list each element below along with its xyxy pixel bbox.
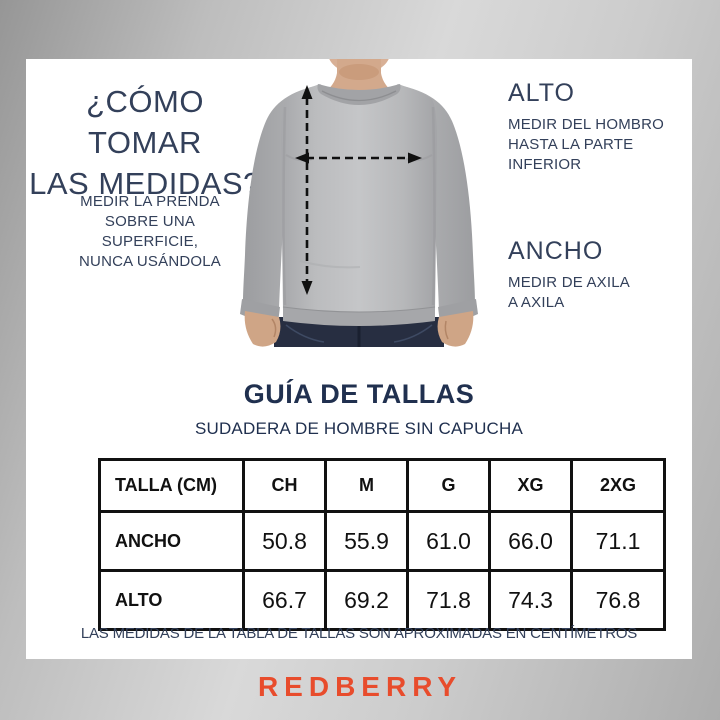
col-header-m: M [324, 458, 409, 513]
width-measure-arrow [295, 152, 422, 164]
row-label-alto: ALTO [98, 569, 245, 631]
col-header-2xg: 2XG [570, 458, 666, 513]
size-guide-title: GUÍA DE TALLAS [243, 379, 475, 409]
note-line: NUNCA USÁNDOLA [79, 253, 221, 270]
col-header-xg: XG [488, 458, 573, 513]
table-header-row: TALLA (CM) CH M G XG 2XG [98, 458, 666, 513]
ancho-desc-line: A AXILA [508, 294, 565, 311]
ancho-label: ANCHO [508, 237, 604, 265]
size-value: 66.7 [242, 569, 327, 631]
ancho-description: MEDIR DE AXILA A AXILA [508, 273, 683, 313]
size-value: 74.3 [488, 569, 573, 631]
model-photo [228, 32, 490, 347]
table-row-alto: ALTO 66.7 69.2 71.8 74.3 76.8 [98, 569, 666, 631]
how-to-title-line2: LAS MEDIDAS? [29, 166, 261, 201]
note-line: SOBRE UNA [104, 213, 196, 230]
alto-description: MEDIR DEL HOMBRO HASTA LA PARTE INFERIOR [508, 115, 683, 175]
size-value: 50.8 [242, 510, 327, 572]
size-value: 66.0 [488, 510, 573, 572]
alto-desc-line: INFERIOR [508, 156, 582, 173]
size-value: 55.9 [324, 510, 409, 572]
alto-label: ALTO [508, 79, 575, 107]
alto-desc-line: MEDIR DEL HOMBRO [508, 116, 664, 133]
sweatshirt-collar [317, 84, 401, 105]
height-measure-arrow [301, 85, 313, 295]
model-hands [244, 311, 474, 347]
ancho-desc-line: MEDIR DE AXILA [508, 274, 631, 291]
row-label-ancho: ANCHO [98, 510, 245, 572]
how-to-title: ¿CÓMO TOMAR LAS MEDIDAS? [26, 81, 264, 204]
note-line: SUPERFICIE, [101, 233, 199, 250]
how-to-note: MEDIR LA PRENDA SOBRE UNA SUPERFICIE, NU… [60, 192, 240, 272]
size-table: TALLA (CM) CH M G XG 2XG ANCHO 50.8 55.9… [98, 458, 666, 631]
alto-desc-line: HASTA LA PARTE [508, 136, 634, 153]
size-note: LAS MEDIDAS DE LA TABLA DE TALLAS SON AP… [80, 625, 638, 642]
col-header-talla: TALLA (CM) [98, 458, 245, 513]
size-value: 76.8 [570, 569, 666, 631]
ancho-section: ANCHO MEDIR DE AXILA A AXILA [508, 237, 683, 313]
sweatshirt-torso [281, 84, 437, 326]
size-guide-subtitle: SUDADERA DE HOMBRE SIN CAPUCHA [194, 419, 524, 438]
size-value: 69.2 [324, 569, 409, 631]
how-to-title-line1: ¿CÓMO TOMAR [86, 84, 204, 160]
info-card: ¿CÓMO TOMAR LAS MEDIDAS? MEDIR LA PRENDA… [26, 32, 692, 659]
col-header-g: G [406, 458, 491, 513]
size-value: 71.1 [570, 510, 666, 572]
brand-logo: REDBERRY [257, 671, 463, 702]
size-value: 71.8 [406, 569, 491, 631]
size-value: 61.0 [406, 510, 491, 572]
sweatshirt-figure [240, 32, 478, 347]
col-header-ch: CH [242, 458, 327, 513]
note-line: MEDIR LA PRENDA [80, 193, 220, 210]
table-row-ancho: ANCHO 50.8 55.9 61.0 66.0 71.1 [98, 510, 666, 572]
alto-section: ALTO MEDIR DEL HOMBRO HASTA LA PARTE INF… [508, 79, 683, 175]
